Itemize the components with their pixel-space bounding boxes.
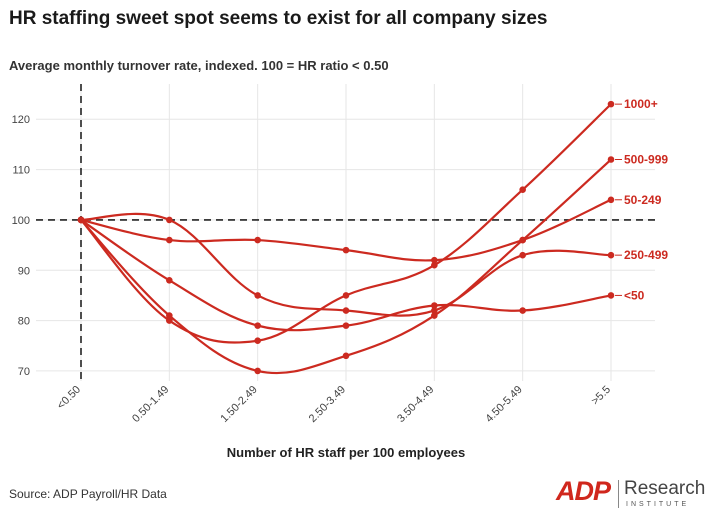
- data-point: [77, 216, 85, 224]
- data-point: [519, 307, 526, 314]
- data-point: [607, 196, 615, 204]
- data-point: [254, 367, 261, 375]
- logo-brand: ADP: [556, 476, 611, 506]
- y-tick-label: 120: [12, 114, 30, 126]
- data-point: [519, 251, 526, 259]
- data-point: [166, 312, 173, 319]
- data-point: [254, 292, 261, 299]
- chart-title: HR staffing sweet spot seems to exist fo…: [9, 8, 548, 29]
- data-point: [607, 251, 615, 259]
- logo-divider: [618, 480, 619, 508]
- series-label: 50-249: [624, 193, 662, 207]
- data-point: [342, 307, 350, 314]
- logo-research: Research: [624, 478, 706, 499]
- x-tick-label: 3.50-4.49: [395, 384, 436, 425]
- x-tick-label: 4.50-5.49: [483, 384, 524, 425]
- data-point: [254, 322, 261, 329]
- series-label: 250-499: [624, 248, 668, 262]
- logo-institute: INSTITUTE: [626, 501, 690, 508]
- data-point: [431, 312, 438, 319]
- source-note: Source: ADP Payroll/HR Data: [9, 487, 167, 501]
- data-point: [607, 100, 615, 108]
- y-tick-label: 80: [18, 316, 30, 328]
- y-tick-label: 110: [12, 165, 30, 177]
- data-point: [519, 236, 526, 244]
- data-point: [342, 322, 350, 329]
- data-point: [431, 307, 438, 314]
- series-label: 1000+: [624, 97, 658, 111]
- x-tick-label: <0.50: [55, 384, 83, 412]
- y-axis-ticks: 70 80 90 100 110 120: [12, 114, 30, 378]
- x-tick-label: 0.50-1.49: [130, 384, 171, 425]
- series-lines: 1000+ 500-999 50-249 250-499 <50: [77, 97, 668, 375]
- x-tick-label: >5.5: [589, 384, 613, 408]
- series-label: 500-999: [624, 153, 668, 167]
- data-point: [254, 337, 261, 345]
- data-point: [342, 292, 350, 299]
- y-tick-label: 70: [18, 366, 30, 378]
- x-tick-label: 1.50-2.49: [218, 384, 259, 425]
- data-point: [166, 236, 173, 244]
- data-point: [607, 292, 615, 299]
- x-axis-ticks: <0.50 0.50-1.49 1.50-2.49 2.50-3.49 3.50-4.4…: [55, 384, 613, 425]
- data-point: [607, 156, 615, 163]
- y-tick-label: 100: [12, 215, 30, 227]
- x-axis-label: Number of HR staff per 100 employees: [227, 445, 465, 460]
- x-tick-label: 2.50-3.49: [307, 384, 348, 425]
- chart-subtitle: Average monthly turnover rate, indexed. …: [9, 58, 389, 73]
- data-point: [166, 317, 173, 324]
- data-point: [342, 246, 350, 254]
- reference-lines: [36, 84, 655, 381]
- series-label: <50: [624, 288, 645, 302]
- data-point: [431, 256, 438, 264]
- data-point: [166, 216, 173, 224]
- data-point: [519, 186, 526, 194]
- data-point: [166, 277, 173, 284]
- y-tick-label: 90: [18, 265, 30, 277]
- data-point: [431, 302, 438, 309]
- data-point: [342, 352, 350, 360]
- adp-research-logo: ADP Research INSTITUTE: [556, 476, 716, 512]
- grid-lines: [36, 84, 655, 381]
- data-point: [254, 236, 261, 244]
- data-point: [431, 261, 438, 269]
